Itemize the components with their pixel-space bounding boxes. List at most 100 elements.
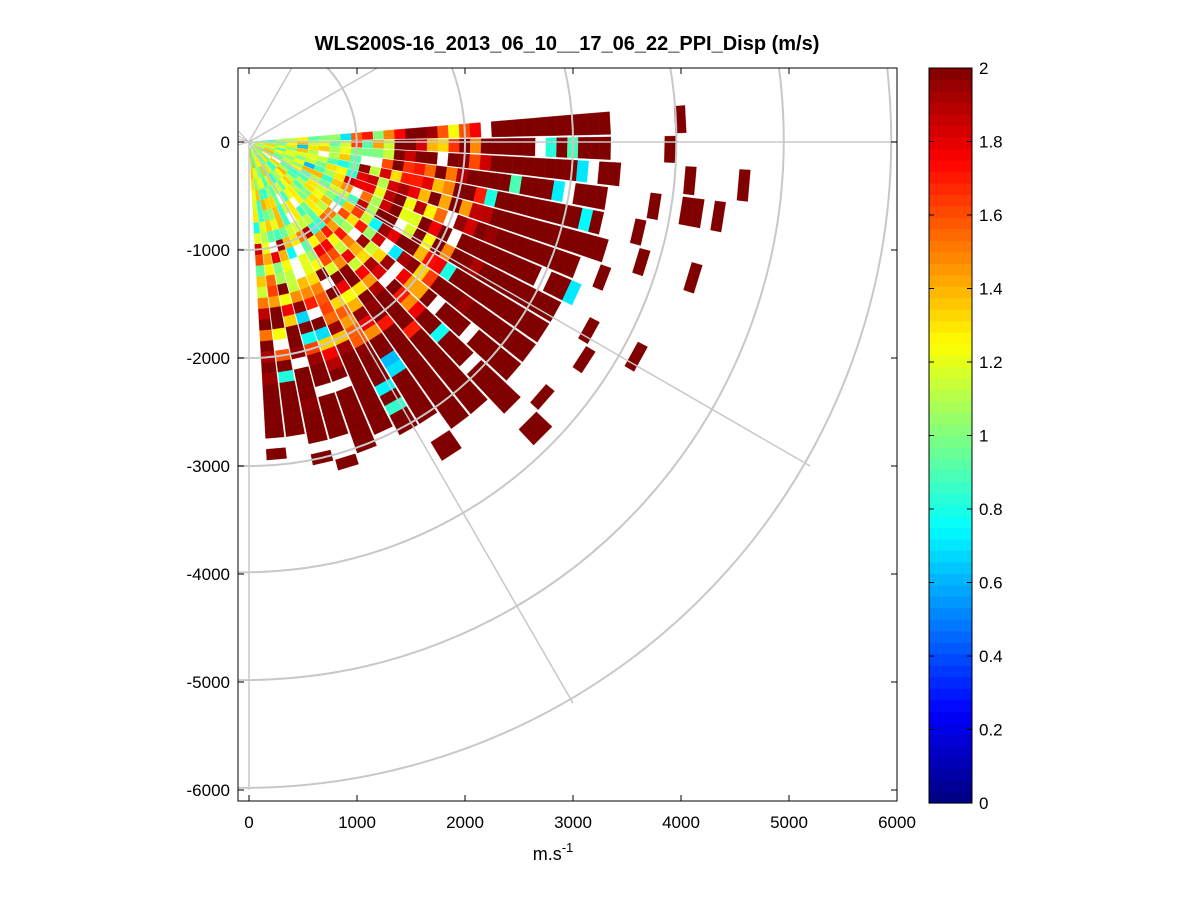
scan-gate (575, 160, 589, 183)
colorbar-tick-label: 1.4 (979, 280, 1003, 299)
colorbar-swatch (929, 182, 972, 195)
scan-gate (329, 134, 341, 141)
colorbar-swatch (929, 446, 972, 460)
y-tick-label: -5000 (187, 673, 230, 692)
scan-gate (598, 111, 611, 135)
scan-gate (469, 138, 482, 154)
azimuth-spoke (248, 141, 811, 467)
colorbar-swatch (929, 343, 972, 356)
colorbar-swatch (929, 378, 972, 391)
colorbar-tick-label: 0.4 (979, 647, 1003, 666)
scan-gate (540, 297, 562, 322)
scan-gate (335, 453, 359, 471)
scan-gate (629, 218, 647, 246)
colorbar-tick-label: 0.6 (979, 574, 1003, 593)
scan-gate (372, 130, 385, 140)
colorbar-swatch (929, 274, 972, 287)
scan-gate (480, 138, 493, 155)
colorbar-swatch (929, 102, 972, 115)
scan-gate (543, 158, 557, 179)
range-ring (238, 68, 574, 467)
scan-gate (534, 116, 547, 137)
scan-gate (710, 200, 726, 233)
colorbar-tick-label: 2 (979, 59, 988, 78)
scan-gate (479, 154, 492, 171)
scan-gate (490, 155, 503, 173)
x-tick-label: 6000 (878, 813, 916, 832)
scan-gate (426, 139, 439, 152)
scan-gate (315, 266, 330, 282)
colorbar-swatch (929, 458, 972, 471)
azimuth-spoke (238, 134, 250, 143)
scan-gate (528, 317, 550, 343)
scan-gate (513, 337, 537, 363)
colorbar-swatch (929, 297, 972, 310)
colorbar-swatch (929, 469, 972, 483)
scan-gate (463, 391, 488, 415)
scan-gate (498, 356, 522, 381)
scan-gate (257, 297, 269, 310)
scan-gate (555, 115, 568, 136)
scan-gate (413, 162, 426, 176)
azimuth-spoke (238, 130, 250, 143)
scan-gate (445, 166, 459, 182)
scan-gate (272, 327, 287, 341)
scan-gate (267, 285, 279, 298)
colorbar-swatch (929, 688, 972, 701)
scan-gate (415, 151, 428, 164)
scan-gate (329, 146, 341, 154)
colorbar-swatch (929, 642, 972, 655)
scan-gate (264, 415, 284, 428)
colorbar-swatch (929, 745, 972, 758)
scan-gate (303, 296, 319, 311)
colorbar-swatch (929, 596, 972, 609)
colorbar (929, 68, 972, 804)
scan-gate (436, 438, 462, 461)
scan-gates (249, 105, 751, 471)
scan-gate (512, 118, 525, 137)
scan-gate (554, 159, 568, 180)
x-tick-label: 5000 (770, 813, 808, 832)
colorbar-tick-label: 0.2 (979, 721, 1003, 740)
scan-gate (624, 341, 648, 372)
scan-gate (372, 148, 384, 159)
colorbar-swatch (929, 90, 972, 104)
scan-gate (511, 156, 525, 175)
x-tick-label: 3000 (554, 813, 592, 832)
colorbar-swatch (929, 205, 972, 218)
scan-gate (404, 150, 417, 162)
colorbar-swatch (929, 527, 972, 540)
colorbar-swatch (929, 401, 972, 414)
scan-gate (266, 447, 287, 461)
scan-gate (556, 137, 568, 158)
scan-gate (255, 265, 266, 277)
scan-gate (284, 422, 305, 437)
scan-gate (530, 384, 555, 411)
scan-gate (632, 248, 651, 277)
colorbar-tick-label: 1 (979, 427, 988, 446)
colorbar-swatch (929, 757, 972, 770)
range-ring (238, 68, 678, 574)
y-axis: 0 -1000 -2000 -3000 -4000 -5000 -6000 (187, 133, 897, 800)
scan-gate (572, 345, 596, 374)
colorbar-swatch (929, 573, 972, 586)
colorbar-swatch (929, 424, 972, 437)
scan-gate (523, 137, 536, 157)
scan-gate (415, 126, 428, 139)
scan-gate (468, 154, 481, 170)
scan-gate (306, 428, 328, 445)
scan-gate (253, 222, 261, 234)
x-tick-label: 1000 (338, 813, 376, 832)
scan-gate (393, 149, 406, 161)
scan-gate (447, 153, 460, 168)
scan-gate (522, 157, 535, 177)
scan-gate (562, 280, 582, 306)
scan-gate (381, 158, 394, 170)
scan-gate (593, 185, 609, 210)
scan-gate (262, 383, 280, 396)
colorbar-swatch (929, 619, 972, 632)
scan-gate (448, 138, 460, 153)
colorbar-swatch (929, 538, 972, 551)
scan-gate (562, 253, 581, 279)
